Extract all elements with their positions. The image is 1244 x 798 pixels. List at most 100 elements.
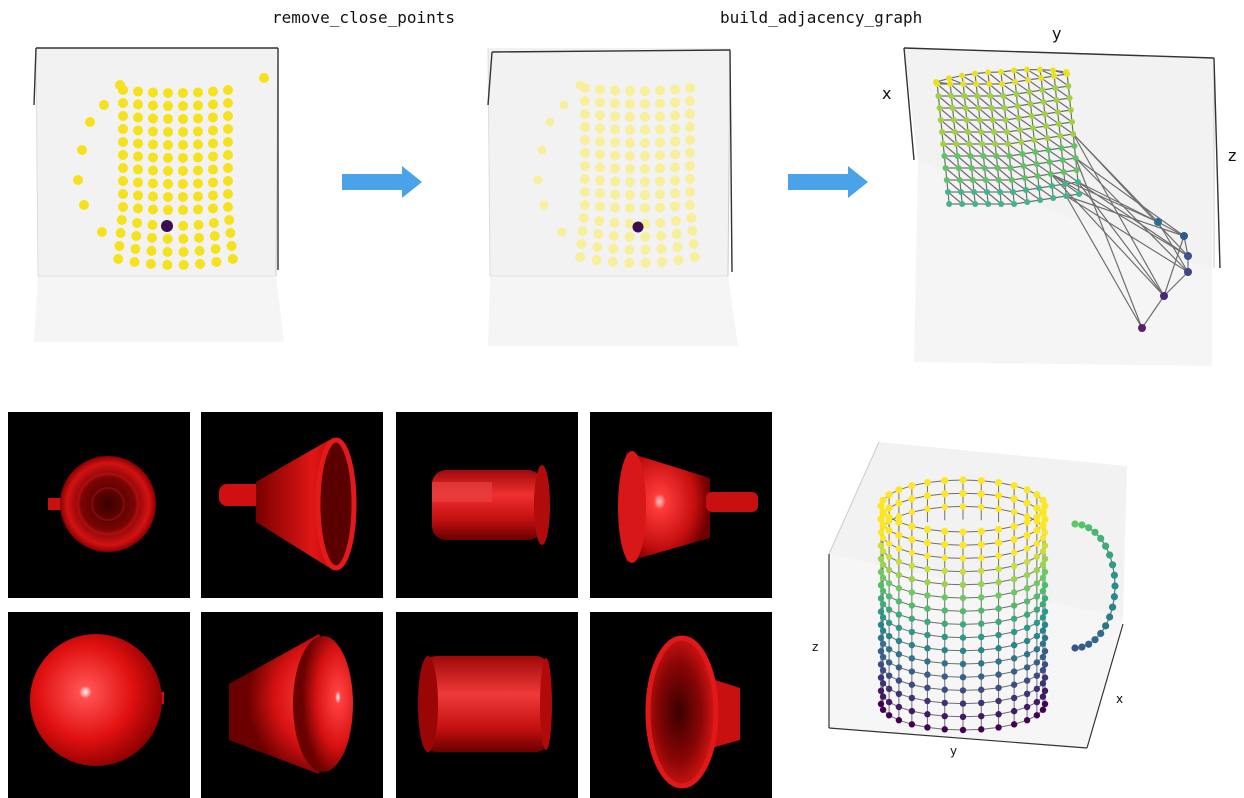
- render-view-side-2: [396, 612, 578, 798]
- node: [995, 671, 1001, 677]
- node: [1050, 195, 1056, 201]
- mug-axis-x-label: x: [1116, 692, 1123, 706]
- point: [178, 153, 188, 163]
- point: [209, 218, 219, 228]
- node: [1058, 145, 1064, 151]
- point: [610, 111, 620, 121]
- point: [641, 258, 651, 268]
- node: [1024, 677, 1030, 683]
- node: [1040, 707, 1046, 713]
- point: [163, 205, 173, 215]
- node: [895, 486, 902, 493]
- node: [909, 589, 915, 595]
- node: [880, 535, 886, 541]
- node: [970, 177, 976, 183]
- node: [1048, 171, 1054, 177]
- point: [576, 239, 586, 249]
- node: [978, 726, 984, 732]
- point: [211, 257, 221, 267]
- node: [995, 165, 1001, 171]
- point: [655, 202, 665, 212]
- point: [609, 218, 619, 228]
- point: [655, 111, 665, 121]
- node: [909, 616, 915, 622]
- point: [178, 140, 188, 150]
- node: [1040, 548, 1046, 554]
- node: [946, 75, 952, 81]
- node: [880, 693, 886, 699]
- point: [163, 179, 173, 189]
- point: [133, 138, 143, 148]
- node: [1011, 721, 1017, 727]
- point: [179, 260, 189, 270]
- node: [1008, 165, 1014, 171]
- node: [1064, 71, 1070, 77]
- node: [1016, 115, 1022, 121]
- node: [945, 189, 951, 195]
- node: [995, 711, 1001, 717]
- point: [610, 202, 620, 212]
- node: [1055, 109, 1061, 115]
- node: [886, 659, 892, 665]
- point: [655, 189, 665, 199]
- node: [886, 580, 892, 586]
- node: [1021, 163, 1027, 169]
- point: [133, 177, 143, 187]
- node: [1102, 543, 1109, 550]
- point: [625, 125, 635, 135]
- point: [148, 126, 158, 136]
- point: [673, 255, 683, 265]
- node: [1011, 642, 1017, 648]
- node: [924, 645, 930, 651]
- node: [941, 153, 947, 159]
- node: [965, 129, 971, 135]
- node: [1040, 667, 1046, 673]
- point: [259, 73, 269, 83]
- node: [896, 625, 902, 631]
- node: [1011, 629, 1017, 635]
- node: [1011, 482, 1018, 489]
- node: [1000, 93, 1006, 99]
- node: [943, 165, 949, 171]
- node: [998, 201, 1004, 207]
- node: [959, 542, 966, 549]
- point: [162, 247, 172, 257]
- point: [655, 150, 665, 160]
- node: [959, 201, 965, 207]
- node: [998, 69, 1004, 75]
- node: [1068, 107, 1074, 113]
- node: [896, 585, 902, 591]
- node: [942, 687, 948, 693]
- point: [580, 148, 590, 158]
- node: [956, 165, 962, 171]
- node: [1034, 554, 1040, 560]
- node: [896, 651, 902, 657]
- point: [133, 151, 143, 161]
- node: [972, 71, 978, 77]
- node: [924, 539, 931, 546]
- node: [941, 541, 948, 548]
- node: [1023, 187, 1029, 193]
- point: [655, 85, 665, 95]
- node: [878, 701, 884, 707]
- node: [1040, 693, 1046, 699]
- node: [1026, 89, 1032, 95]
- point: [640, 138, 650, 148]
- node: [1091, 529, 1098, 536]
- node: [991, 129, 997, 135]
- node: [960, 81, 966, 87]
- node: [1034, 540, 1040, 546]
- node: [947, 81, 953, 87]
- point: [193, 87, 203, 97]
- point: [595, 123, 605, 133]
- point: [114, 241, 124, 251]
- node: [978, 541, 985, 548]
- node: [1042, 648, 1048, 654]
- node: [880, 627, 886, 633]
- point: [579, 213, 589, 223]
- node: [878, 674, 884, 680]
- point: [595, 201, 605, 211]
- point: [655, 98, 665, 108]
- point: [685, 96, 695, 106]
- node: [886, 491, 893, 498]
